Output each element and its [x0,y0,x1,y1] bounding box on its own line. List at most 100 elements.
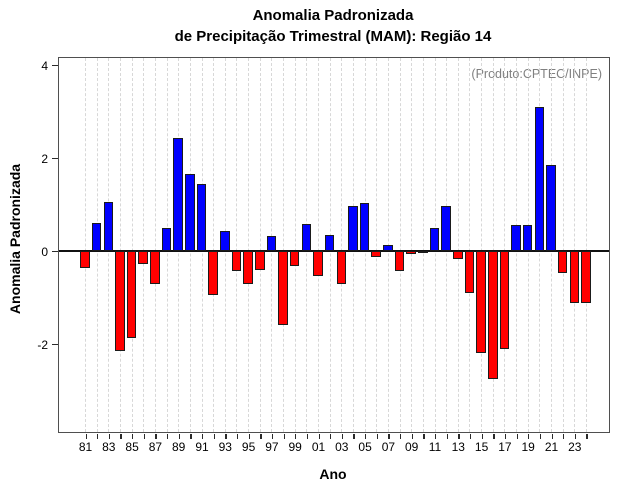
x-tick [213,434,215,439]
x-tick [97,434,99,439]
bar-88 [161,227,172,251]
bar-06 [371,251,382,257]
bar-08 [394,251,405,271]
grid-line [341,58,343,432]
bar-02 [324,235,335,251]
grid-line [85,58,86,432]
x-tick-label: 99 [288,440,302,454]
x-tick-label: 87 [148,440,163,454]
x-tick-label: 93 [218,440,232,454]
x-tick [306,434,309,439]
bar-20 [534,106,545,251]
x-tick [481,434,483,439]
bar-01 [313,251,323,277]
grid-line [248,58,250,432]
x-tick [283,434,285,439]
bar-07 [383,244,393,251]
x-tick [85,434,87,439]
x-tick [376,434,379,439]
x-axis-title: Ano [319,466,347,482]
bar-14 [464,251,475,293]
x-tick [551,434,553,439]
x-tick-label: 17 [498,440,512,454]
bar-10 [418,251,428,253]
x-tick [516,434,518,439]
x-tick [493,434,495,439]
x-tick-label: 11 [428,440,442,454]
x-tick-label: 23 [568,440,582,454]
x-tick [353,434,355,439]
bar-17 [499,251,510,349]
grid-line [143,58,145,432]
x-tick-label: 91 [195,440,209,454]
bar-15 [476,251,486,354]
x-tick-label: 21 [544,440,559,454]
x-tick-label: 09 [405,440,419,454]
grid-line [213,58,215,432]
bar-16 [487,251,498,379]
bar-89 [173,138,183,251]
x-tick [167,434,169,439]
plot-area: (Produto:CPTEC/INPE) [58,57,610,433]
x-tick [260,434,262,439]
bar-09 [406,251,416,254]
grid-line [574,58,576,432]
grid-line [562,58,564,432]
x-tick [225,434,227,439]
bar-92 [208,251,218,296]
zero-line [59,250,609,252]
x-tick [586,434,588,439]
bar-91 [196,183,207,251]
x-tick [295,434,297,439]
y-tick-label: 4 [41,58,48,73]
bar-98 [278,251,288,326]
x-tick [388,434,390,439]
bar-04 [348,205,358,251]
x-tick [563,434,565,439]
x-tick-label: 95 [241,440,256,454]
x-tick-label: 15 [474,440,489,454]
bar-11 [429,227,440,251]
y-tick [52,250,58,253]
grid-line [376,58,378,432]
grid-line [457,58,459,432]
x-tick [330,434,332,439]
y-tick [52,64,58,67]
bar-24 [581,251,591,304]
grid-line [259,58,261,432]
grid-line [119,58,121,432]
x-tick [143,434,146,439]
x-tick [365,434,367,439]
x-tick [469,434,472,439]
grid-line [492,58,494,432]
y-tick-label: 2 [41,151,48,166]
grid-line [399,58,401,432]
x-tick-label: 85 [125,440,139,454]
x-tick [539,434,542,439]
bar-95 [243,251,253,284]
x-tick [458,434,460,439]
grid-line [283,58,285,432]
bar-82 [91,223,102,251]
x-tick [248,434,250,439]
x-tick [574,434,577,439]
x-tick [318,434,320,439]
bar-12 [441,205,451,251]
source-annotation: (Produto:CPTEC/INPE) [471,67,602,81]
bar-85 [126,251,137,339]
x-tick [132,434,134,439]
x-tick [435,434,437,439]
bar-94 [231,251,242,272]
bar-03 [336,251,347,285]
bar-97 [266,236,277,251]
x-tick [271,434,274,439]
bar-90 [185,174,195,251]
grid-line [585,58,587,432]
x-tick [504,434,507,439]
x-tick-label: 89 [172,440,186,454]
bar-93 [220,231,230,251]
y-tick [52,157,58,160]
bar-84 [115,251,125,351]
x-tick [236,434,239,439]
bar-81 [80,251,90,269]
